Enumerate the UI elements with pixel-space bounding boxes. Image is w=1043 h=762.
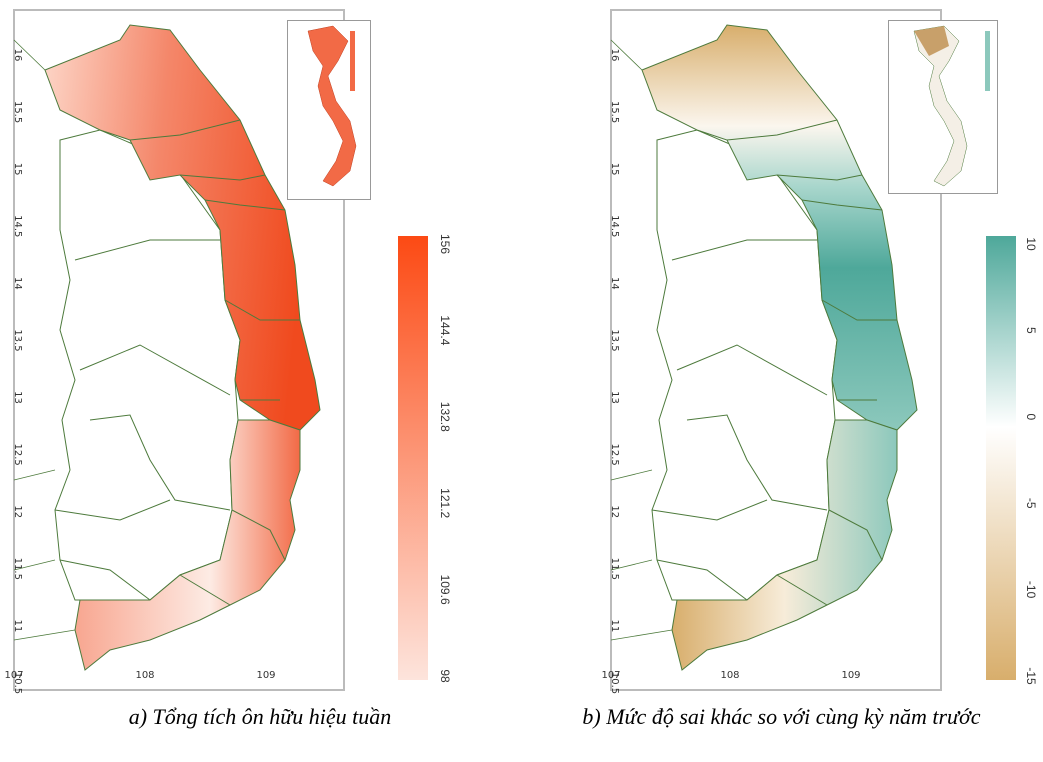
- latitude-tick-label: 15.5: [609, 101, 620, 123]
- colorbar-tick-label: 132.8: [438, 402, 452, 432]
- longitude-tick-label: 107: [601, 670, 620, 681]
- province-lines-coast: [726, 119, 897, 606]
- latitude-tick-label: 12: [609, 505, 620, 518]
- colorbar-tick-label: 156: [438, 234, 452, 254]
- latitude-tick-label: 11: [609, 620, 620, 633]
- latitude-tick-label: 13.5: [12, 329, 23, 351]
- map-frame: [610, 9, 942, 691]
- latitude-tick-label: 11.5: [12, 558, 23, 580]
- colorbar-tick-label: 5: [1024, 327, 1038, 334]
- colorbar-tick-label: 144.4: [438, 315, 452, 345]
- panel-a: 16 15.5 15 14.5 14 13.5 13 12.5 12 11.5 11 10.5 107…: [0, 0, 520, 762]
- latitude-ticks: 16 15.5 15 14.5 14 13.5 13 12.5 12 11.5 11 10.5: [12, 49, 23, 695]
- latitude-tick-label: 13: [12, 391, 23, 404]
- latitude-tick-label: 13.5: [609, 329, 620, 351]
- colorbar-tick-label: 0: [1024, 413, 1038, 420]
- latitude-tick-label: 11: [12, 620, 23, 633]
- latitude-tick-label: 14.5: [12, 215, 23, 237]
- coastal-region-south: [74, 419, 301, 671]
- colorbar-tick-label: 10: [1024, 237, 1038, 251]
- longitude-tick-label: 108: [135, 670, 154, 681]
- caption-a: a) Tổng tích ôn hữu hiệu tuần: [128, 704, 392, 729]
- colorbar-tick-label: -5: [1024, 498, 1038, 509]
- province-lines: [651, 239, 828, 601]
- colorbar-a: [398, 236, 428, 680]
- colorbar-tick-label: -10: [1024, 581, 1038, 599]
- neighbor-lines: [610, 39, 673, 641]
- colorbar-tick-label: 109.6: [438, 575, 452, 605]
- inset-map-a: [287, 20, 371, 200]
- latitude-tick-label: 14.5: [609, 215, 620, 237]
- panel-b: 16 15.5 15 14.5 14 13.5 13 12.5 12 11.5 11 10.5 107…: [520, 0, 1043, 762]
- latitude-tick-label: 16: [12, 49, 23, 62]
- province-lines: [54, 239, 231, 601]
- latitude-tick-label: 15: [609, 163, 620, 176]
- latitude-tick-label: 14: [609, 277, 620, 290]
- neighbor-lines: [13, 39, 76, 641]
- latitude-tick-label: 13: [609, 391, 620, 404]
- province-lines-coast: [129, 119, 300, 606]
- coastal-region-south: [671, 419, 898, 671]
- colorbar-tick-label: 98: [438, 669, 452, 683]
- latitude-tick-label: 15: [12, 163, 23, 176]
- colorbar-ticks: 156 144.4 132.8 121.2 109.6 98: [438, 234, 452, 683]
- longitude-tick-label: 108: [720, 670, 739, 681]
- caption-b: b) Mức độ sai khác so với cùng kỳ năm tr…: [582, 704, 981, 729]
- latitude-tick-label: 15.5: [12, 101, 23, 123]
- longitude-tick-label: 109: [256, 670, 275, 681]
- longitude-tick-label: 109: [841, 670, 860, 681]
- latitude-ticks: 16 15.5 15 14.5 14 13.5 13 12.5 12 11.5 11 10.5: [609, 49, 620, 695]
- latitude-tick-label: 12.5: [609, 444, 620, 466]
- latitude-tick-label: 12: [12, 505, 23, 518]
- map-frame: [13, 9, 345, 691]
- colorbar-ticks: 10 5 0 -5 -10 -15: [1024, 237, 1038, 685]
- longitude-tick-label: 107: [4, 670, 23, 681]
- latitude-tick-label: 10.5: [12, 672, 23, 694]
- latitude-tick-label: 11.5: [609, 558, 620, 580]
- colorbar-tick-label: -15: [1024, 667, 1038, 685]
- longitude-ticks: 107 108 109: [4, 670, 275, 681]
- colorbar-tick-label: 121.2: [438, 488, 452, 518]
- latitude-tick-label: 14: [12, 277, 23, 290]
- latitude-tick-label: 16: [609, 49, 620, 62]
- map-b: 16 15.5 15 14.5 14 13.5 13 12.5 12 11.5 11 10.5 107…: [601, 9, 1038, 695]
- latitude-tick-label: 10.5: [609, 672, 620, 694]
- longitude-ticks: 107 108 109: [601, 670, 860, 681]
- map-a: 16 15.5 15 14.5 14 13.5 13 12.5 12 11.5 11 10.5 107…: [4, 9, 452, 695]
- latitude-tick-label: 12.5: [12, 444, 23, 466]
- colorbar-b: [986, 236, 1016, 680]
- inset-map-b: [888, 20, 998, 194]
